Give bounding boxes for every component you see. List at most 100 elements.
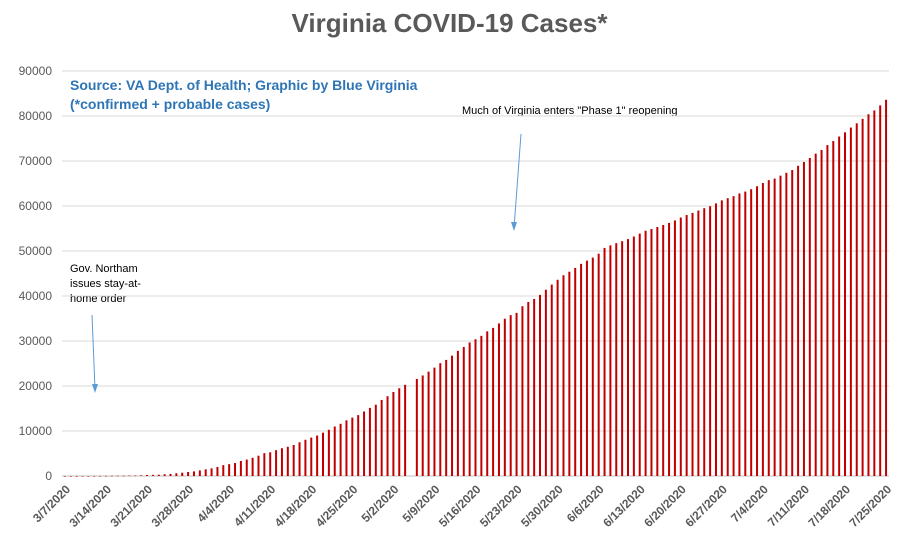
bar bbox=[492, 327, 495, 476]
bar bbox=[163, 474, 166, 476]
bar bbox=[509, 315, 512, 476]
y-tick-label: 50000 bbox=[19, 244, 53, 258]
bar bbox=[169, 473, 172, 476]
bar bbox=[826, 145, 829, 477]
footnote-line: (*confirmed + probable cases) bbox=[70, 96, 271, 112]
bar bbox=[732, 196, 735, 476]
bar bbox=[808, 157, 811, 477]
x-tick-label: 7/25/2020 bbox=[847, 482, 895, 530]
bar bbox=[761, 183, 764, 476]
bar bbox=[744, 191, 747, 477]
y-tick-label: 40000 bbox=[19, 289, 53, 303]
bar bbox=[404, 384, 407, 476]
arrow-phase1 bbox=[513, 133, 522, 229]
bar bbox=[515, 312, 518, 476]
x-tick-label: 4/25/2020 bbox=[313, 482, 361, 530]
x-tick-label: 5/2/2020 bbox=[359, 482, 402, 525]
chart-title: Virginia COVID-19 Cases* bbox=[291, 8, 608, 38]
bar bbox=[316, 435, 319, 476]
bar bbox=[87, 475, 90, 477]
bar bbox=[838, 136, 841, 476]
bar bbox=[222, 465, 225, 476]
bar bbox=[632, 236, 635, 476]
bar bbox=[885, 99, 888, 477]
bar bbox=[668, 222, 671, 476]
bar bbox=[181, 472, 184, 476]
bar bbox=[480, 335, 483, 476]
bar bbox=[779, 175, 782, 477]
bar bbox=[104, 475, 107, 477]
bar bbox=[726, 198, 729, 477]
bar bbox=[81, 475, 84, 477]
bar bbox=[345, 420, 348, 476]
x-tick-label: 5/16/2020 bbox=[436, 482, 484, 530]
bar bbox=[368, 407, 371, 476]
bar bbox=[374, 404, 377, 476]
bar bbox=[99, 475, 102, 477]
bar bbox=[333, 426, 336, 476]
bar bbox=[867, 114, 870, 476]
bar bbox=[861, 118, 864, 476]
bar bbox=[363, 411, 366, 476]
bar bbox=[310, 437, 313, 476]
bar bbox=[626, 239, 629, 476]
bar bbox=[263, 453, 266, 476]
bar bbox=[562, 275, 565, 476]
bar bbox=[462, 346, 465, 476]
y-tick-label: 70000 bbox=[19, 154, 53, 168]
bar bbox=[292, 444, 295, 476]
bar bbox=[228, 464, 231, 476]
bar bbox=[756, 186, 759, 476]
bar bbox=[527, 301, 530, 476]
bar bbox=[339, 423, 342, 476]
bar bbox=[257, 455, 260, 476]
y-tick-label: 0 bbox=[45, 469, 52, 483]
bar bbox=[656, 227, 659, 476]
bar bbox=[187, 471, 190, 476]
x-tick-label: 7/18/2020 bbox=[805, 482, 853, 530]
x-tick-label: 5/30/2020 bbox=[518, 482, 566, 530]
bar bbox=[703, 208, 706, 476]
bar bbox=[820, 150, 823, 476]
bar bbox=[679, 217, 682, 476]
y-tick-label: 10000 bbox=[19, 424, 53, 438]
bar bbox=[322, 432, 325, 476]
bar bbox=[327, 429, 330, 476]
bar bbox=[415, 378, 418, 476]
bar bbox=[797, 165, 800, 477]
bar bbox=[445, 359, 448, 476]
y-tick-label: 90000 bbox=[19, 64, 53, 78]
bar bbox=[844, 132, 847, 476]
bar bbox=[568, 271, 571, 476]
bar bbox=[556, 279, 559, 476]
bar bbox=[685, 215, 688, 477]
bar bbox=[738, 193, 741, 476]
bar bbox=[621, 241, 624, 476]
bar bbox=[116, 475, 119, 477]
bar bbox=[585, 260, 588, 476]
bar bbox=[198, 470, 201, 476]
bar bbox=[269, 452, 272, 476]
bar bbox=[638, 233, 641, 476]
bar bbox=[814, 153, 817, 476]
bar bbox=[69, 475, 72, 477]
bar bbox=[855, 123, 858, 476]
y-tick-label: 80000 bbox=[19, 109, 53, 123]
bar bbox=[879, 105, 882, 476]
bar bbox=[110, 475, 113, 477]
bar bbox=[286, 446, 289, 476]
bar bbox=[216, 466, 219, 476]
bar bbox=[304, 439, 307, 476]
bar bbox=[662, 225, 665, 476]
bar bbox=[192, 471, 195, 476]
bar bbox=[644, 230, 647, 476]
bar bbox=[351, 417, 354, 476]
bar bbox=[140, 475, 143, 476]
bar bbox=[767, 180, 770, 476]
x-tick-label: 7/11/2020 bbox=[765, 482, 812, 529]
bar bbox=[791, 170, 794, 476]
source-line: Source: VA Dept. of Health; Graphic by B… bbox=[70, 77, 418, 93]
bar bbox=[386, 396, 389, 476]
